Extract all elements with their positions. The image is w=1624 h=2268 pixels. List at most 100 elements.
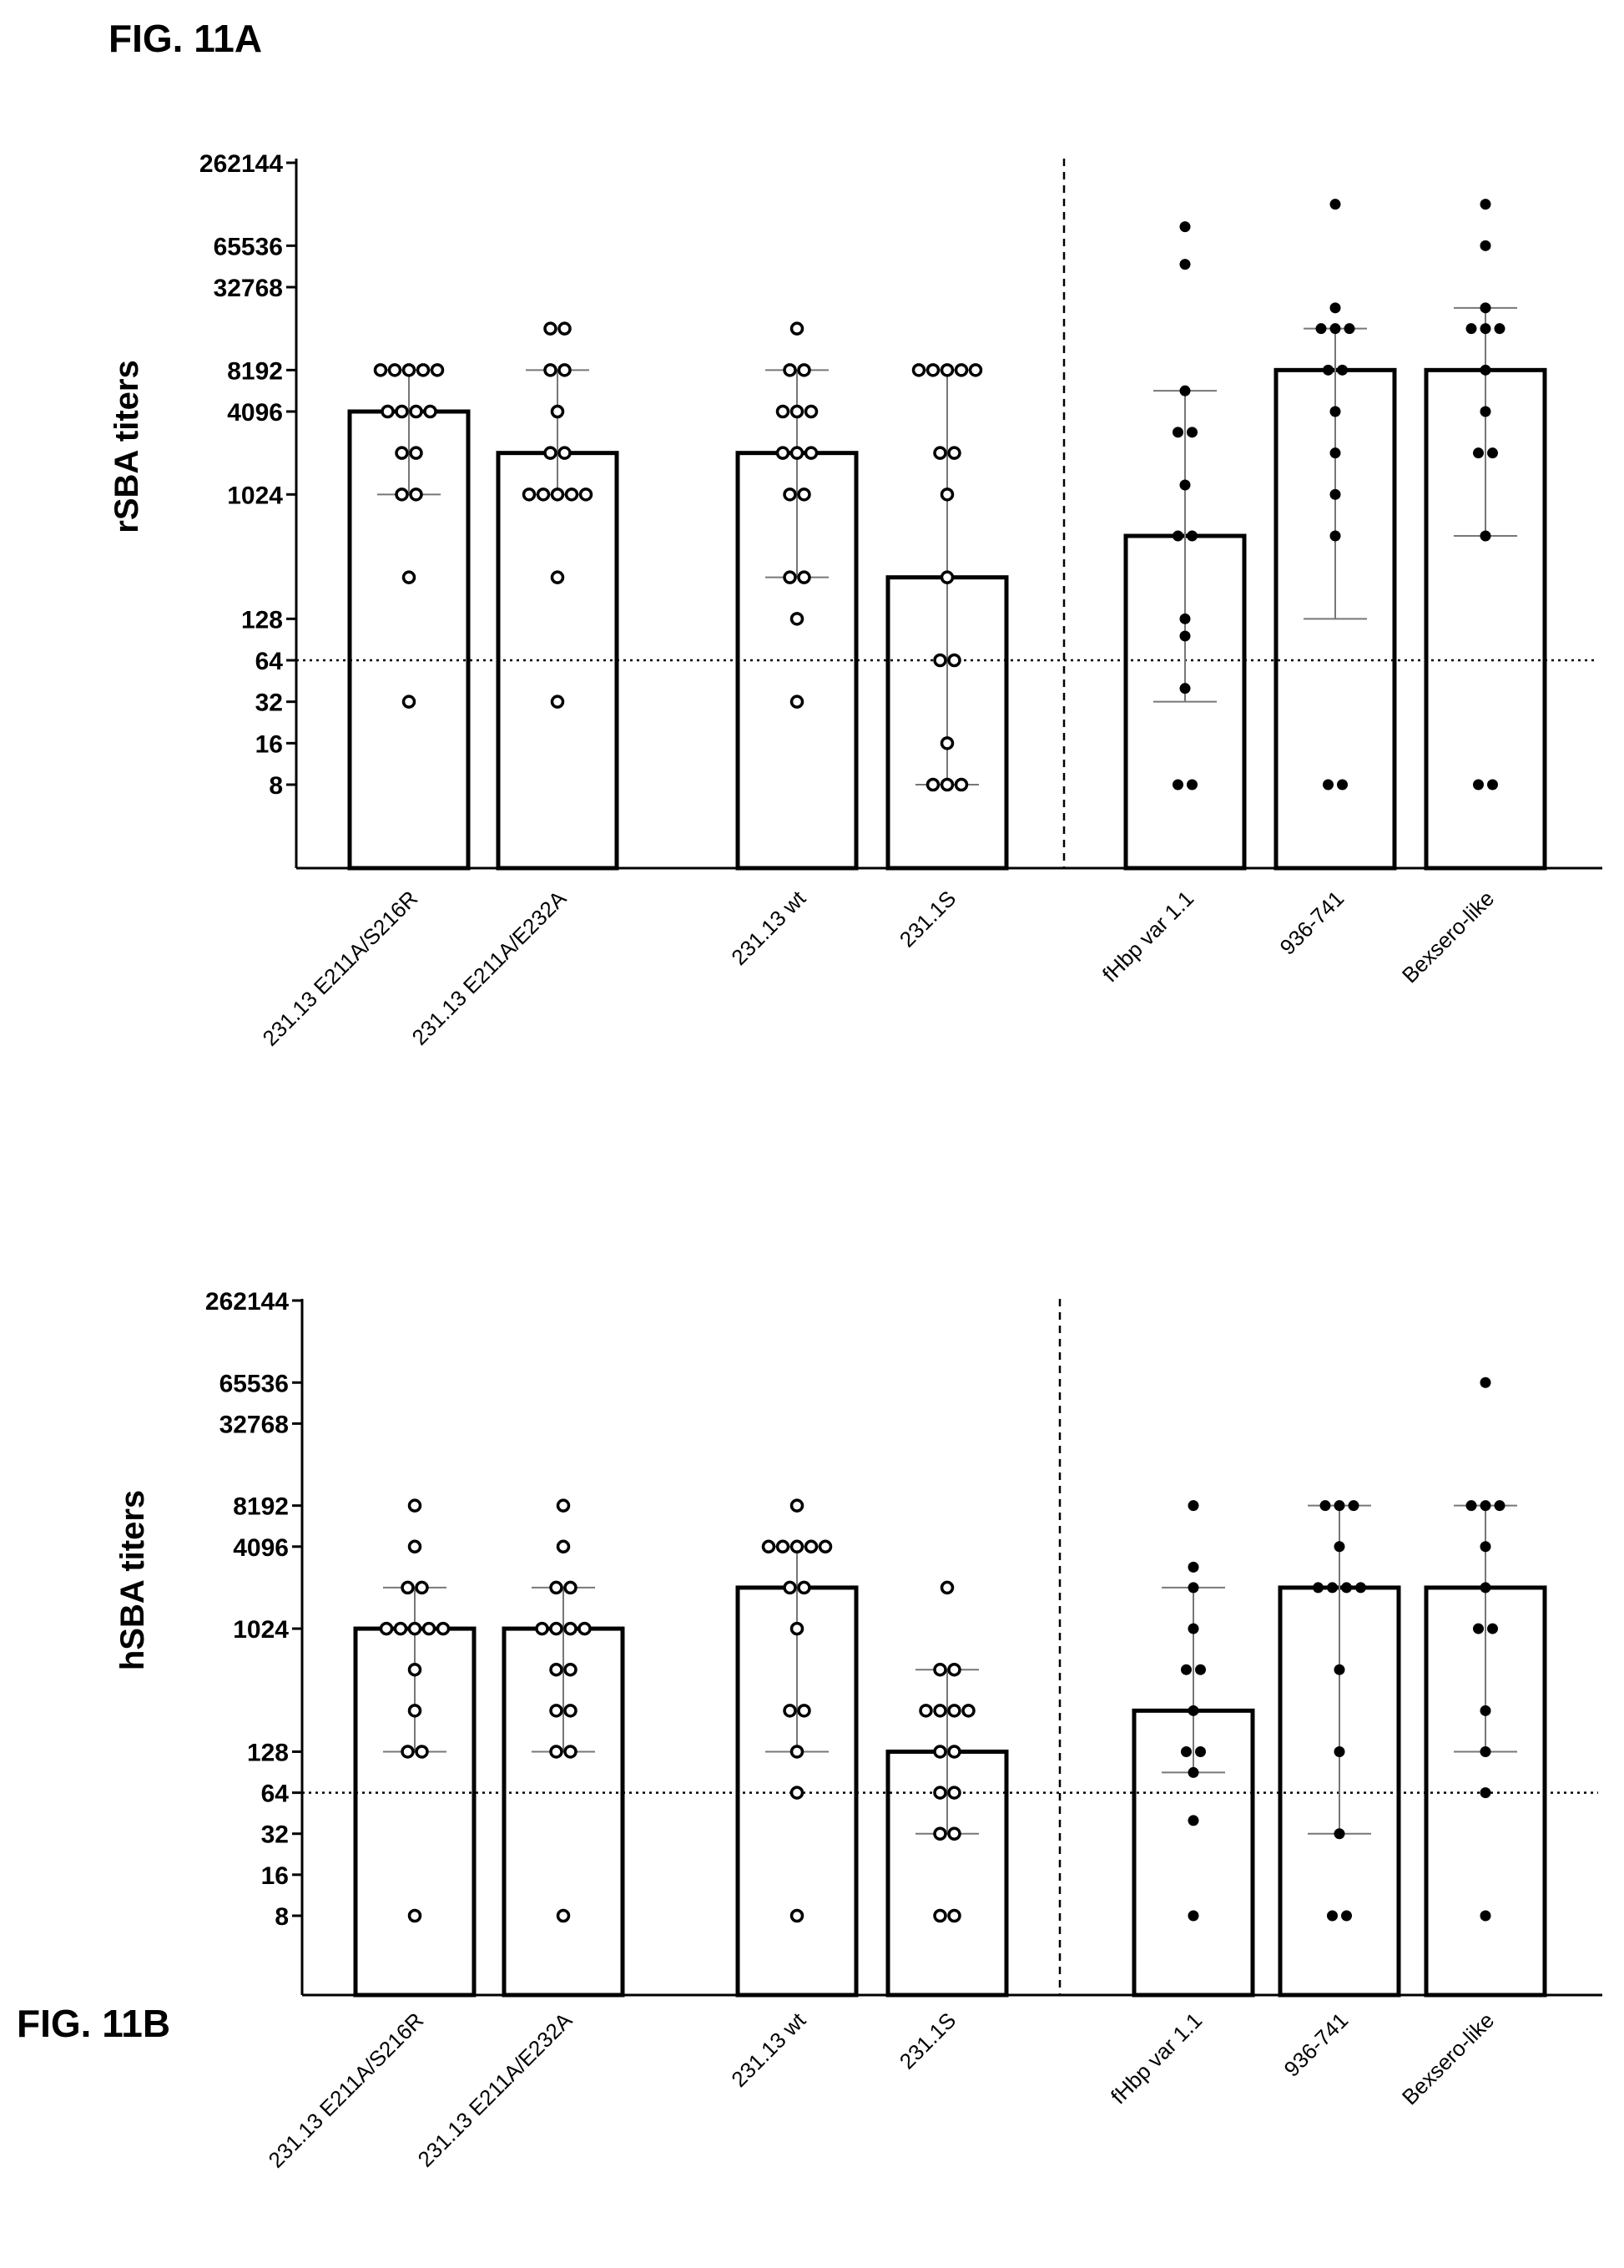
y-tick-label: 262144 — [199, 150, 283, 178]
data-point — [789, 1745, 804, 1759]
data-point — [933, 1704, 947, 1718]
data-point — [1319, 1500, 1331, 1512]
data-point — [1173, 530, 1183, 542]
data-point — [535, 1621, 549, 1636]
data-point — [1188, 1705, 1199, 1716]
data-point — [1480, 1376, 1491, 1388]
data-point — [925, 777, 941, 792]
data-point — [1487, 447, 1498, 459]
data-point — [1473, 1623, 1484, 1634]
data-point — [797, 487, 811, 502]
data-point — [1187, 427, 1198, 438]
data-point — [933, 1908, 947, 1923]
data-point — [1334, 1745, 1345, 1757]
data-point — [1494, 1500, 1505, 1512]
data-point — [407, 1498, 422, 1513]
data-point — [1480, 1541, 1491, 1553]
data-point — [1334, 1828, 1345, 1840]
y-tick-label: 128 — [241, 606, 283, 634]
data-point — [401, 1580, 415, 1595]
category-label: 231.13 E211A/E232A — [407, 886, 572, 1050]
y-tick-label: 4096 — [227, 399, 283, 427]
y-tick-label: 65536 — [219, 1370, 289, 1397]
data-point — [947, 1826, 961, 1841]
category-label: Bexsero-like — [1397, 886, 1499, 988]
data-point — [783, 1704, 797, 1718]
data-point — [947, 446, 961, 460]
data-point — [789, 612, 804, 626]
data-point — [797, 363, 811, 377]
data-point — [940, 570, 955, 584]
y-tick-label: 8192 — [227, 357, 283, 385]
data-point — [789, 1539, 804, 1554]
y-tick-label: 1024 — [233, 1616, 289, 1644]
data-point — [783, 1580, 797, 1595]
data-point — [1323, 364, 1334, 376]
data-point — [789, 695, 804, 709]
data-point — [563, 1745, 577, 1759]
data-point — [1480, 1745, 1491, 1757]
data-point — [1473, 779, 1484, 791]
y-tick-label: 128 — [247, 1739, 289, 1766]
data-point — [933, 1786, 947, 1800]
data-point — [387, 363, 402, 377]
data-point — [415, 1580, 429, 1595]
data-point — [933, 446, 947, 460]
data-point — [804, 1539, 819, 1554]
data-point — [1188, 1623, 1199, 1634]
data-point — [1480, 406, 1491, 417]
data-point — [1173, 427, 1183, 438]
data-point — [423, 404, 437, 419]
data-point — [401, 1745, 415, 1759]
data-point — [550, 570, 565, 584]
data-point — [789, 404, 804, 419]
data-point — [947, 1908, 961, 1923]
category-label: 231.13 E211A/E232A — [413, 2008, 577, 2172]
data-point — [1329, 302, 1341, 314]
y-tick-label: 4096 — [233, 1534, 289, 1562]
data-point — [947, 1704, 961, 1718]
category-label: fHbp var 1.1 — [1106, 2008, 1207, 2109]
data-point — [416, 363, 431, 377]
data-point — [563, 1621, 577, 1636]
data-point — [373, 363, 388, 377]
data-point — [1480, 1500, 1491, 1512]
data-point — [395, 487, 409, 502]
data-point — [1188, 1815, 1199, 1826]
data-point — [556, 1498, 571, 1513]
category-label: Bexsero-like — [1397, 2008, 1499, 2109]
data-point — [409, 446, 423, 460]
data-point — [925, 363, 941, 377]
category-label: 231.13 E211A/S216R — [258, 886, 423, 1051]
data-point — [1195, 1664, 1206, 1675]
data-point — [1334, 1664, 1345, 1675]
data-point — [947, 1786, 961, 1800]
data-point — [421, 1621, 436, 1636]
data-point — [409, 487, 423, 502]
data-point — [789, 1621, 804, 1636]
data-point — [563, 1580, 577, 1595]
data-point — [401, 695, 416, 709]
data-point — [557, 321, 572, 336]
y-tick-label: 32768 — [219, 1411, 289, 1438]
data-point — [775, 404, 790, 419]
hsba-chart: 8 16 32 64 128 1024 4096 8192 32768 65536 262144 hS… — [114, 1288, 1602, 2173]
data-point — [578, 487, 593, 502]
data-point — [543, 446, 557, 460]
category-label: 231.1S — [895, 886, 961, 952]
data-point — [1480, 199, 1491, 210]
data-point — [556, 1539, 571, 1554]
y-tick-label: 64 — [255, 648, 284, 675]
y-tick-label: 16 — [261, 1862, 289, 1890]
data-point — [1179, 630, 1191, 642]
data-point — [436, 1621, 451, 1636]
data-point — [933, 1662, 947, 1677]
data-point — [1329, 488, 1341, 500]
data-point — [1344, 323, 1355, 335]
data-point — [911, 363, 926, 377]
category-label: fHbp var 1.1 — [1097, 886, 1198, 987]
data-point — [1329, 530, 1341, 542]
data-point — [543, 363, 557, 377]
data-point — [1341, 1582, 1352, 1594]
